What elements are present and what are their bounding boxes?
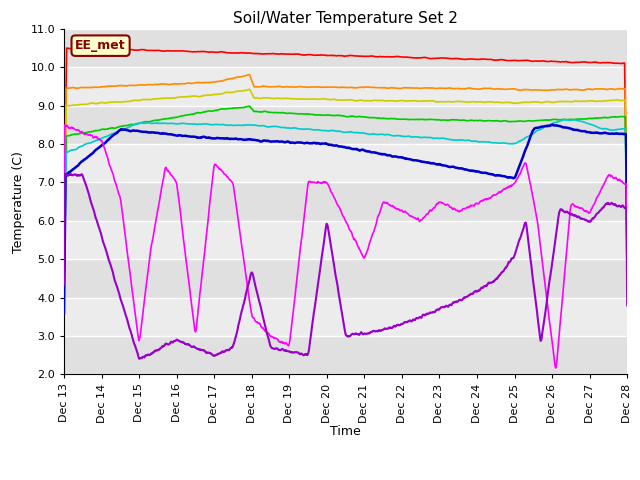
Bar: [64, 144, 627, 182]
+16cm: [623, 250, 631, 256]
+32cm: [321, 180, 329, 185]
Bar: [64, 259, 627, 298]
+32cm: [311, 180, 319, 186]
+32cm: [60, 252, 68, 258]
+8cm: [127, 124, 134, 130]
Line: -2cm: -2cm: [64, 89, 627, 278]
+32cm: [381, 200, 388, 205]
Bar: [64, 106, 627, 144]
-16cm: [623, 241, 631, 247]
Bar: [64, 182, 627, 221]
+8cm: [311, 127, 319, 133]
-8cm: [127, 83, 134, 88]
-2cm: [623, 244, 631, 250]
+32cm: [61, 122, 68, 128]
+16cm: [311, 140, 319, 146]
Bar: [64, 29, 627, 67]
-8cm: [300, 84, 307, 90]
+64cm: [381, 325, 389, 331]
-2cm: [321, 96, 329, 102]
-8cm: [381, 85, 388, 91]
Bar: [64, 67, 627, 106]
+2cm: [321, 112, 329, 118]
+8cm: [60, 300, 68, 305]
-2cm: [300, 96, 307, 102]
-8cm: [311, 84, 319, 90]
+16cm: [381, 151, 388, 157]
-16cm: [311, 52, 319, 58]
-16cm: [63, 45, 70, 51]
+8cm: [321, 128, 328, 133]
-2cm: [245, 86, 253, 92]
+16cm: [127, 128, 134, 134]
+2cm: [381, 116, 388, 121]
+32cm: [300, 221, 307, 227]
-16cm: [60, 233, 68, 239]
+64cm: [60, 282, 68, 288]
Bar: [64, 298, 627, 336]
+2cm: [245, 103, 253, 109]
+2cm: [127, 122, 134, 128]
-8cm: [244, 72, 252, 78]
+2cm: [300, 111, 307, 117]
+8cm: [562, 117, 570, 122]
+8cm: [381, 132, 388, 138]
+64cm: [61, 171, 68, 177]
-16cm: [381, 54, 388, 60]
-2cm: [311, 96, 319, 102]
-8cm: [104, 84, 111, 89]
-2cm: [60, 276, 68, 281]
-2cm: [104, 100, 111, 106]
Title: Soil/Water Temperature Set 2: Soil/Water Temperature Set 2: [233, 11, 458, 26]
X-axis label: Time: Time: [330, 425, 361, 438]
+16cm: [104, 137, 111, 143]
+8cm: [104, 133, 111, 139]
-8cm: [321, 84, 329, 90]
+64cm: [623, 302, 631, 308]
+64cm: [127, 329, 134, 335]
Bar: [64, 336, 627, 374]
-16cm: [321, 52, 329, 58]
Line: +32cm: +32cm: [64, 125, 627, 368]
+64cm: [104, 254, 112, 260]
Line: -16cm: -16cm: [64, 48, 627, 244]
-16cm: [127, 47, 134, 52]
+32cm: [552, 365, 559, 371]
+64cm: [136, 356, 143, 362]
+32cm: [623, 288, 631, 293]
Line: +64cm: +64cm: [64, 174, 627, 359]
+64cm: [322, 227, 330, 233]
-2cm: [127, 98, 134, 104]
+64cm: [300, 352, 308, 358]
+32cm: [127, 277, 134, 283]
+2cm: [311, 112, 319, 118]
-2cm: [381, 98, 388, 104]
+16cm: [549, 122, 557, 128]
-16cm: [300, 52, 307, 58]
+64cm: [312, 300, 319, 305]
-8cm: [60, 267, 68, 273]
+16cm: [299, 140, 307, 146]
Line: +8cm: +8cm: [64, 120, 627, 302]
+2cm: [60, 291, 68, 297]
Line: +16cm: +16cm: [64, 125, 627, 313]
Line: -8cm: -8cm: [64, 75, 627, 270]
-8cm: [623, 237, 631, 243]
Bar: [64, 221, 627, 259]
+8cm: [299, 126, 307, 132]
+2cm: [104, 126, 111, 132]
+32cm: [104, 156, 112, 161]
+8cm: [623, 260, 631, 266]
Y-axis label: Temperature (C): Temperature (C): [12, 151, 25, 252]
+2cm: [623, 253, 631, 259]
Line: +2cm: +2cm: [64, 106, 627, 294]
+16cm: [60, 311, 68, 316]
Text: EE_met: EE_met: [76, 39, 126, 52]
-16cm: [104, 46, 112, 52]
+16cm: [321, 141, 328, 146]
